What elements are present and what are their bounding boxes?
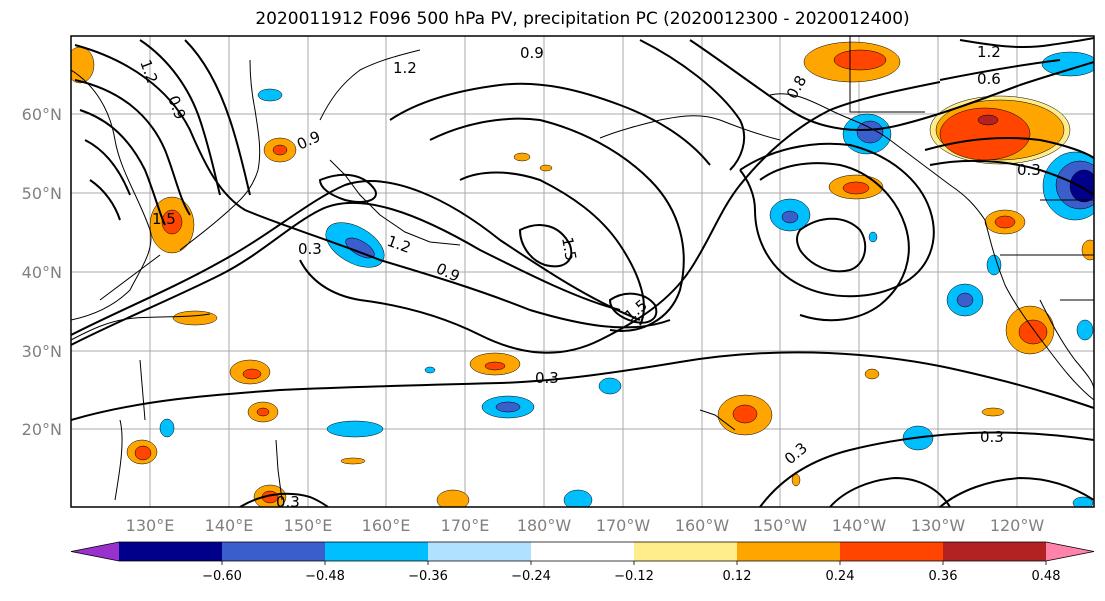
lat-label: 20°N — [22, 420, 62, 439]
contour-label: 0.3 — [1017, 161, 1041, 179]
colorbar-tick-label: 0.36 — [929, 569, 958, 584]
colorbar-tick-label: −0.24 — [511, 569, 551, 584]
colorbar-segment — [428, 542, 532, 561]
contour-label: 0.6 — [977, 70, 1001, 88]
lon-label: 170°W — [596, 516, 651, 535]
lon-label: 160°E — [362, 516, 411, 535]
lon-label: 140°E — [205, 516, 254, 535]
colorbar-arrow-low — [71, 542, 119, 561]
map-panel: 1.2 0.9 1.2 0.6 0.9 0.3 1.2 0.9 1.5 1.5 … — [71, 36, 1094, 511]
colorbar-segment — [119, 542, 223, 561]
coastlines — [71, 36, 1094, 501]
contour-label: 0.3 — [980, 428, 1004, 446]
lat-label: 40°N — [22, 263, 62, 282]
colorbar: −0.60 −0.48 −0.36 −0.24 −0.12 0.12 0.24 0.36 0.4… — [70, 541, 1095, 584]
lon-labels: 130°E 140°E 150°E 160°E 170°E 180°W 170°… — [126, 516, 1045, 535]
lat-label: 50°N — [22, 184, 62, 203]
contour-label: 0.3 — [298, 240, 322, 258]
lon-label: 150°W — [753, 516, 808, 535]
colorbar-tick-label: 0.24 — [826, 569, 855, 584]
contour-label: 1.5 — [152, 210, 176, 228]
contour-label: 1.2 — [393, 59, 417, 77]
colorbar-segment — [840, 542, 944, 561]
colorbar-segment — [634, 542, 738, 561]
map-title: 2020011912 F096 500 hPa PV, precipitatio… — [255, 9, 910, 29]
pv-contours — [71, 37, 1094, 507]
colorbar-tick-label: −0.60 — [202, 569, 242, 584]
lon-label: 130°W — [911, 516, 966, 535]
lon-label: 120°W — [990, 516, 1045, 535]
lat-label: 60°N — [22, 105, 62, 124]
colorbar-outline — [70, 541, 1095, 562]
lon-label: 130°E — [126, 516, 175, 535]
contour-label: 1.5 — [558, 236, 580, 263]
gridlines — [71, 36, 1094, 507]
colorbar-segment — [943, 542, 1047, 561]
colorbar-segment — [325, 542, 429, 561]
lon-label: 140°W — [832, 516, 887, 535]
colorbar-segment — [222, 542, 326, 561]
contour-label: 0.3 — [535, 369, 559, 387]
map-frame — [70, 35, 1095, 508]
colorbar-tick-label: −0.12 — [614, 569, 654, 584]
lon-label: 170°E — [441, 516, 490, 535]
colorbar-segment — [531, 542, 635, 561]
lon-label: 180°W — [517, 516, 572, 535]
lon-label: 150°E — [284, 516, 333, 535]
lat-label: 30°N — [22, 342, 62, 361]
colorbar-tick-label: 0.12 — [723, 569, 752, 584]
lon-label: 160°W — [675, 516, 730, 535]
colorbar-tick-label: 0.48 — [1032, 569, 1061, 584]
colorbar-tick-label: −0.48 — [305, 569, 345, 584]
contour-label: 1.2 — [977, 43, 1001, 61]
colorbar-segment — [737, 542, 841, 561]
colorbar-tick-label: −0.36 — [408, 569, 448, 584]
lat-labels: 60°N 50°N 40°N 30°N 20°N — [22, 105, 62, 439]
contour-label: 0.3 — [276, 493, 300, 511]
colorbar-arrow-high — [1046, 542, 1094, 561]
contour-label: 0.9 — [520, 44, 544, 62]
